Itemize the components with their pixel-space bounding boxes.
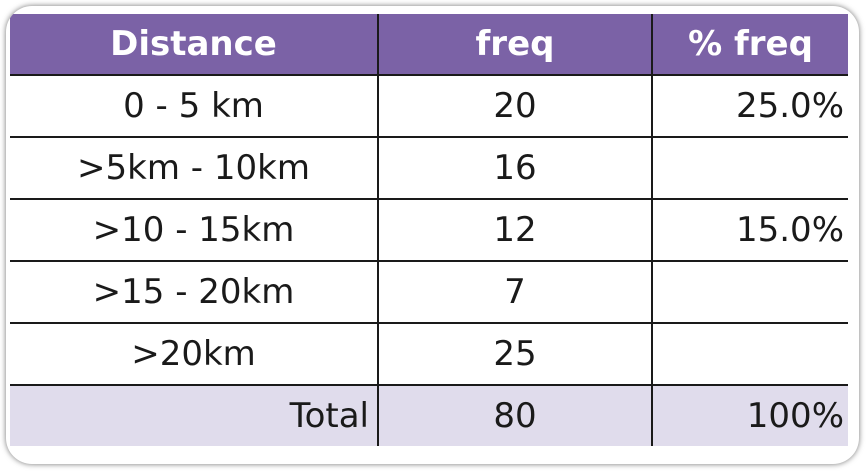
total-pct-freq: 100% — [651, 384, 848, 446]
table-row: >5km - 10km 16 — [10, 136, 848, 200]
freq-cell: 20 — [377, 74, 653, 138]
distance-cell: >15 - 20km — [10, 260, 379, 324]
distance-cell: >20km — [10, 322, 379, 386]
header-pct-freq: % freq — [651, 14, 848, 76]
pct-freq-cell: 25.0% — [651, 74, 848, 138]
frequency-table: Distance freq % freq 0 - 5 km 20 25.0% >… — [10, 14, 848, 446]
header-distance: Distance — [10, 14, 379, 76]
header-row: Distance freq % freq — [10, 14, 848, 76]
pct-freq-cell — [651, 260, 848, 324]
pct-freq-cell — [651, 322, 848, 386]
header-freq: freq — [377, 14, 653, 76]
table-row: 0 - 5 km 20 25.0% — [10, 74, 848, 138]
table-row: >15 - 20km 7 — [10, 260, 848, 324]
table-row: >20km 25 — [10, 322, 848, 386]
pct-freq-cell: 15.0% — [651, 198, 848, 262]
distance-cell: >10 - 15km — [10, 198, 379, 262]
total-freq: 80 — [377, 384, 653, 446]
total-row: Total 80 100% — [10, 384, 848, 446]
table-frame: Distance freq % freq 0 - 5 km 20 25.0% >… — [6, 6, 859, 464]
distance-cell: >5km - 10km — [10, 136, 379, 200]
total-label: Total — [10, 384, 379, 446]
pct-freq-cell — [651, 136, 848, 200]
table-row: >10 - 15km 12 15.0% — [10, 198, 848, 262]
freq-cell: 25 — [377, 322, 653, 386]
distance-cell: 0 - 5 km — [10, 74, 379, 138]
freq-cell: 12 — [377, 198, 653, 262]
freq-cell: 16 — [377, 136, 653, 200]
freq-cell: 7 — [377, 260, 653, 324]
